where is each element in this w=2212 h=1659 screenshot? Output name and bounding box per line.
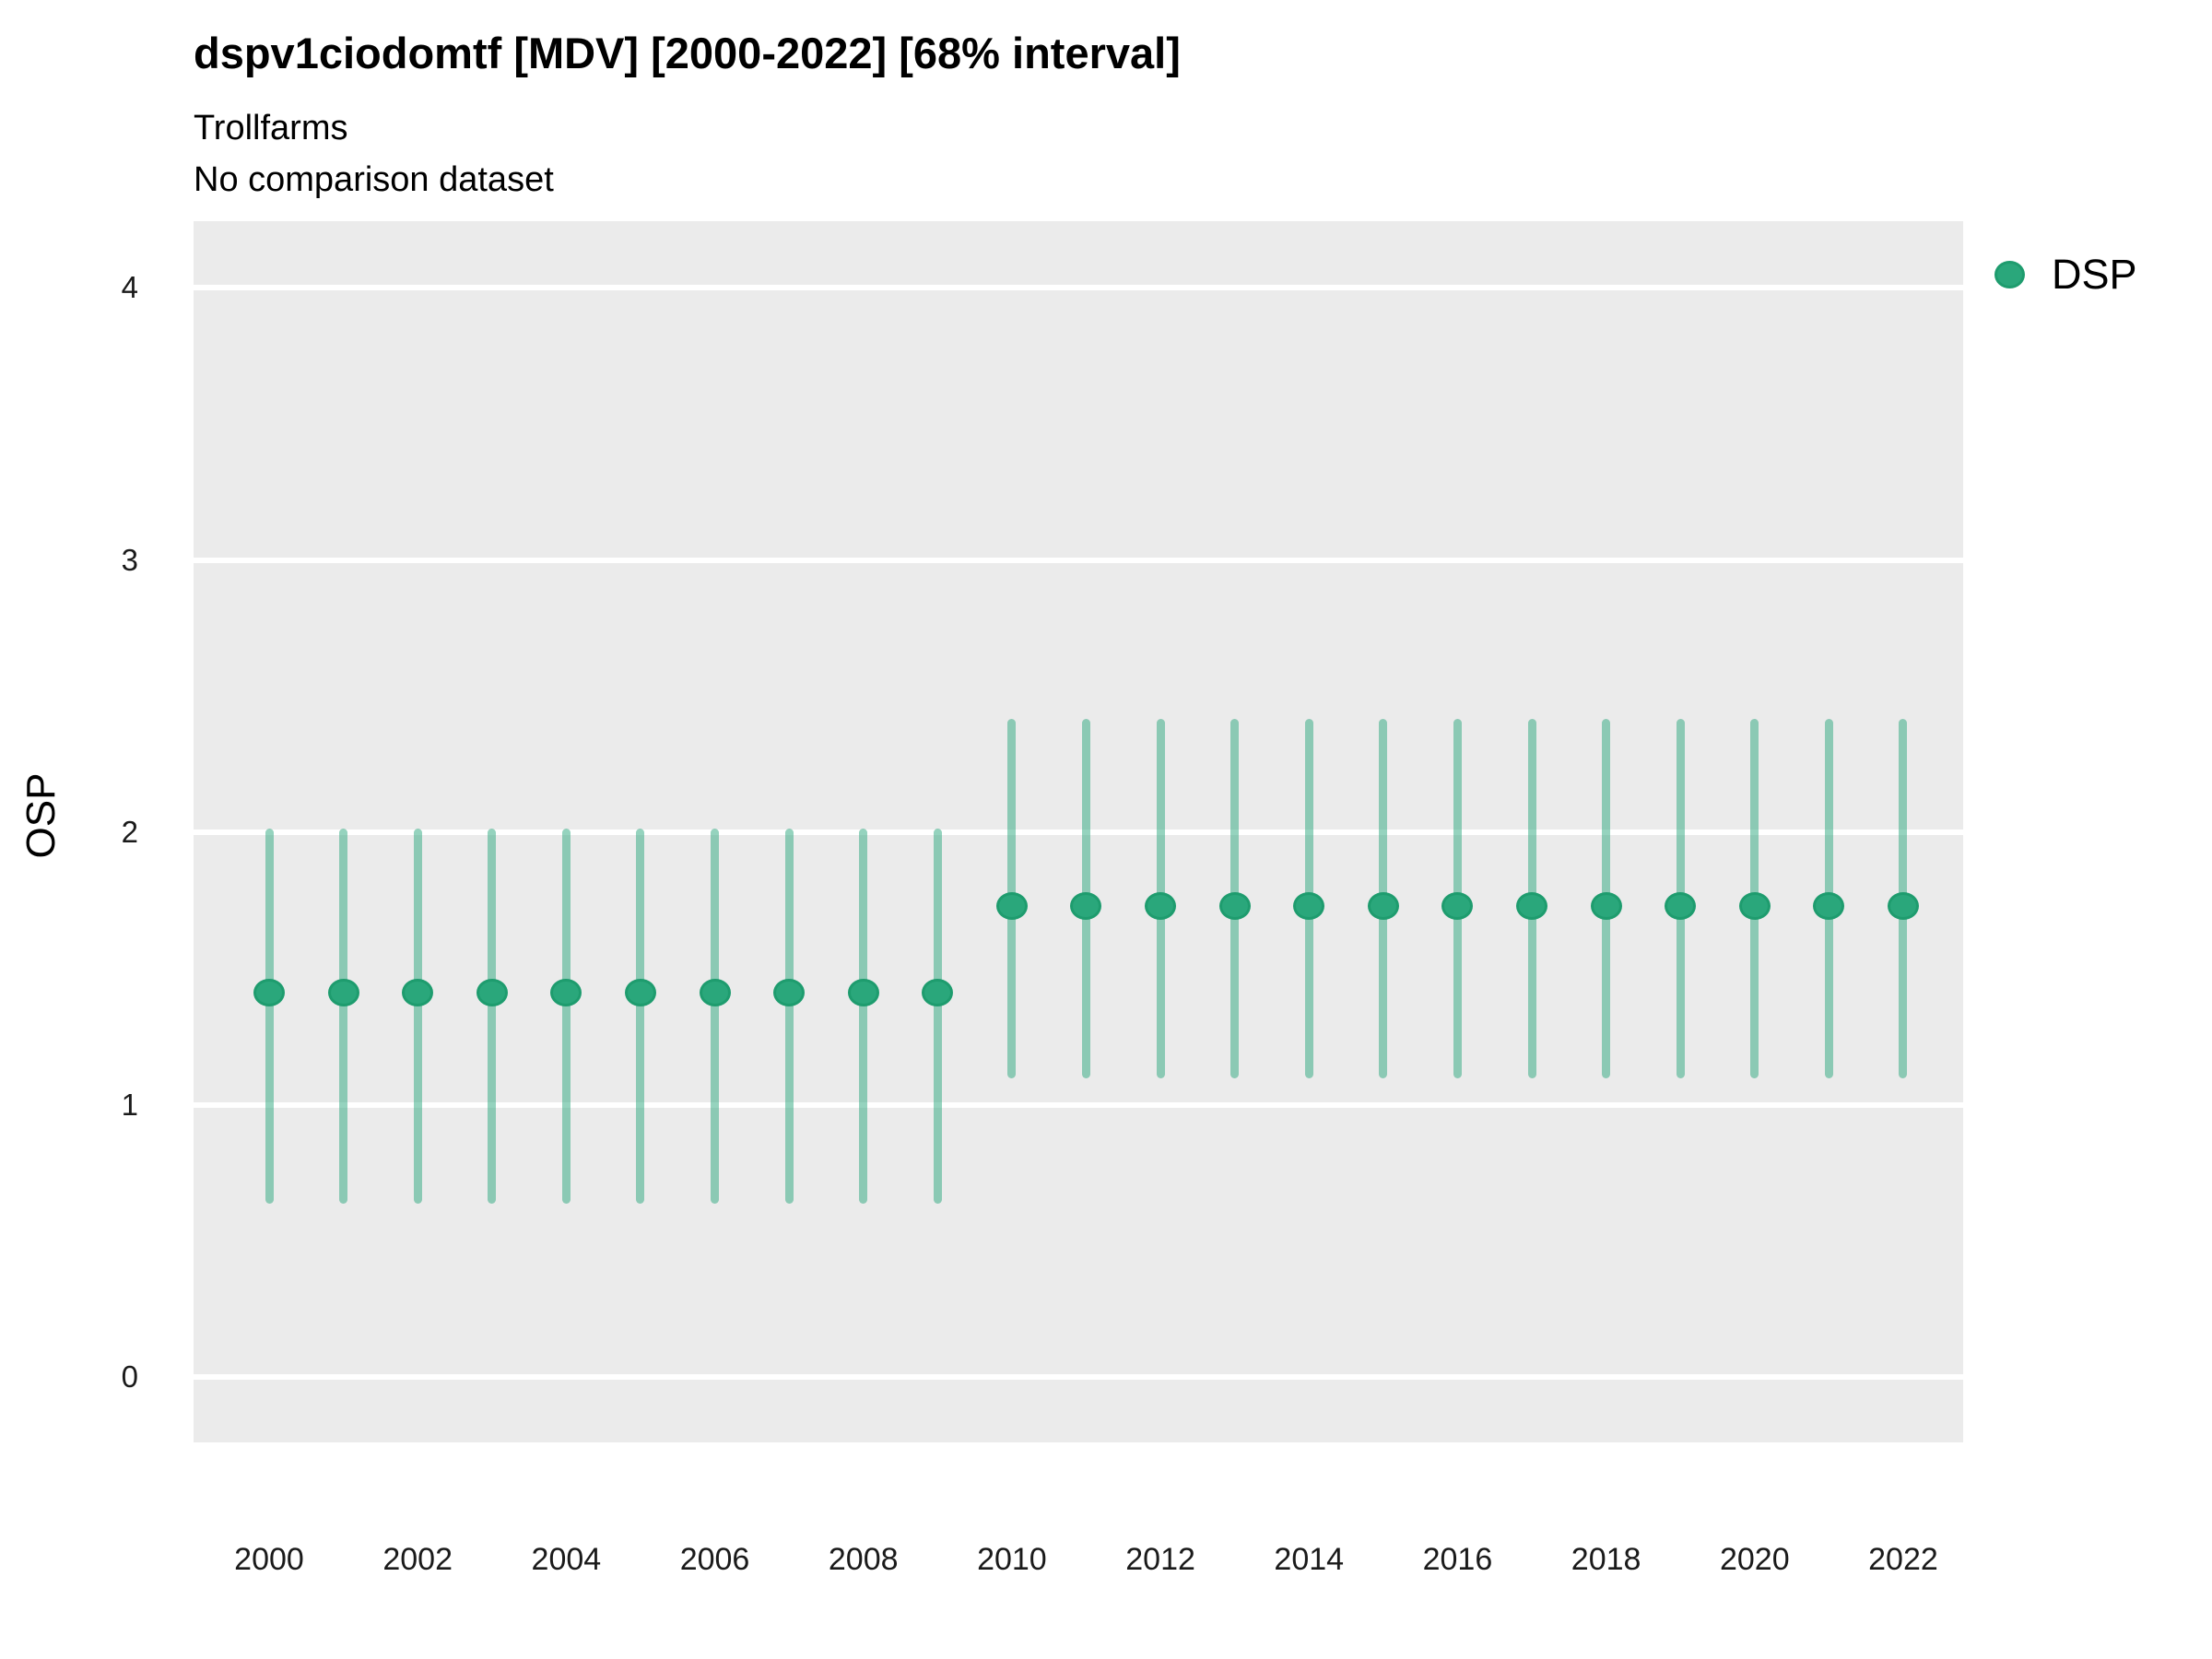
x-tick-label: 2002 (382, 1542, 453, 1577)
data-point (624, 979, 656, 1007)
data-point (847, 979, 879, 1007)
data-point (1367, 891, 1399, 920)
error-bar (784, 828, 794, 1205)
y-tick-label: 3 (121, 542, 138, 577)
x-tick-label: 2004 (531, 1542, 602, 1577)
data-point (1218, 891, 1251, 920)
data-point (550, 979, 582, 1007)
data-point (995, 891, 1028, 920)
y-tick-label: 0 (121, 1359, 138, 1394)
data-point (327, 979, 359, 1007)
y-tick-label: 2 (121, 815, 138, 849)
data-point (1441, 891, 1474, 920)
data-point (476, 979, 508, 1007)
x-tick-label: 2006 (679, 1542, 750, 1577)
data-point (773, 979, 806, 1007)
gridline-y-0 (194, 1374, 1963, 1380)
error-bar (488, 828, 497, 1205)
data-point (699, 979, 731, 1007)
x-tick-label: 2018 (1571, 1542, 1641, 1577)
legend-item-label: DSP (2052, 251, 2137, 298)
chart-title: dspv1ciodomtf [MDV] [2000-2022] [68% int… (194, 29, 1181, 77)
plot-panel (194, 221, 1963, 1442)
x-tick-label: 2008 (828, 1542, 899, 1577)
x-tick-label: 2012 (1125, 1542, 1195, 1577)
error-bar (561, 828, 571, 1205)
data-point (1070, 891, 1102, 920)
data-point (1665, 891, 1697, 920)
x-tick-label: 2020 (1719, 1542, 1790, 1577)
x-tick-label: 2014 (1274, 1542, 1345, 1577)
error-bar (933, 828, 942, 1205)
data-point (1516, 891, 1548, 920)
x-tick-label: 2010 (977, 1542, 1047, 1577)
gridline-y-3 (194, 557, 1963, 563)
data-point (253, 979, 285, 1007)
y-tick-label: 1 (121, 1087, 138, 1122)
x-tick-label: 2000 (234, 1542, 304, 1577)
gridline-y-1 (194, 1101, 1963, 1108)
data-point (1145, 891, 1177, 920)
data-point (402, 979, 434, 1007)
error-bar (636, 828, 645, 1205)
error-bar (265, 828, 274, 1205)
data-point (1293, 891, 1325, 920)
data-point (922, 979, 954, 1007)
x-tick-label: 2016 (1422, 1542, 1493, 1577)
gridline-y-2 (194, 830, 1963, 835)
data-point (1738, 891, 1771, 920)
error-bar (711, 828, 720, 1205)
chart-subtitle-line1: Trollfarms (194, 109, 348, 147)
error-bar (339, 828, 348, 1205)
x-tick-label: 2022 (1868, 1542, 1938, 1577)
data-point (1887, 891, 1919, 920)
y-tick-label: 4 (121, 270, 138, 304)
gridline-y-4 (194, 285, 1963, 290)
legend-point-icon (1994, 261, 2025, 288)
error-bar (859, 828, 868, 1205)
error-bar (413, 828, 422, 1205)
chart-subtitle-line2: No comparison dataset (194, 160, 554, 199)
data-point (1590, 891, 1622, 920)
data-point (1813, 891, 1845, 920)
